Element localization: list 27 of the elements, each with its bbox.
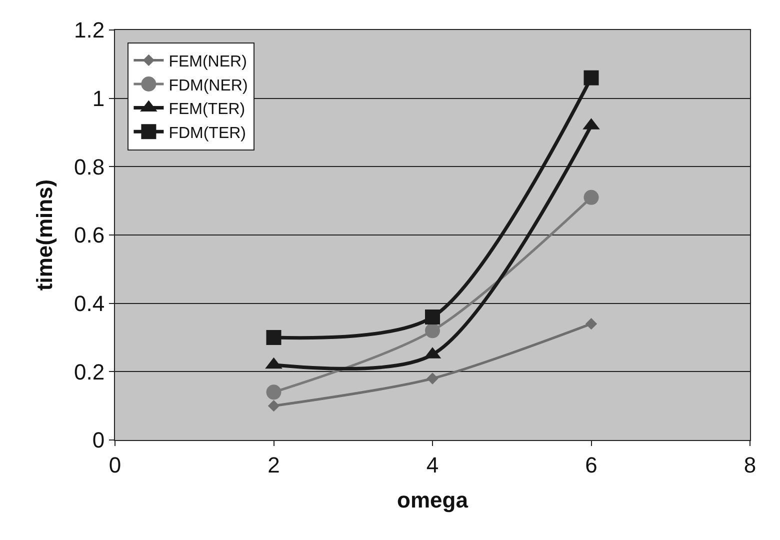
y-tick-label: 0.8 <box>74 154 105 180</box>
y-tick-label: 0.6 <box>74 222 105 248</box>
point <box>584 190 599 205</box>
point <box>425 323 440 338</box>
y-tick-label: 0 <box>92 428 105 453</box>
legend-label: FDM(TER) <box>168 124 246 142</box>
x-axis-title: omega <box>397 487 469 512</box>
legend-label: FDM(NER) <box>168 77 248 94</box>
point <box>268 400 280 412</box>
x-tick-label: 8 <box>744 452 756 478</box>
y-tick-label: 0.4 <box>74 291 105 316</box>
point <box>426 372 438 384</box>
y-tick-label: 0.2 <box>74 359 105 384</box>
point <box>584 70 599 86</box>
point <box>266 384 282 400</box>
point <box>266 330 282 345</box>
legend-label: FEM(NER) <box>168 53 247 70</box>
y-tick-label: 1 <box>92 86 105 112</box>
y-tick-label: 1.2 <box>74 18 105 43</box>
point <box>425 310 440 324</box>
x-tick-label: 6 <box>585 452 598 478</box>
y-axis-title: time(mins) <box>32 179 57 291</box>
point <box>585 318 598 330</box>
x-tick-label: 0 <box>108 452 122 478</box>
x-tick-label: 2 <box>268 452 280 478</box>
x-tick-label: 4 <box>426 452 439 478</box>
legend-label: FEM(TER) <box>168 101 246 118</box>
